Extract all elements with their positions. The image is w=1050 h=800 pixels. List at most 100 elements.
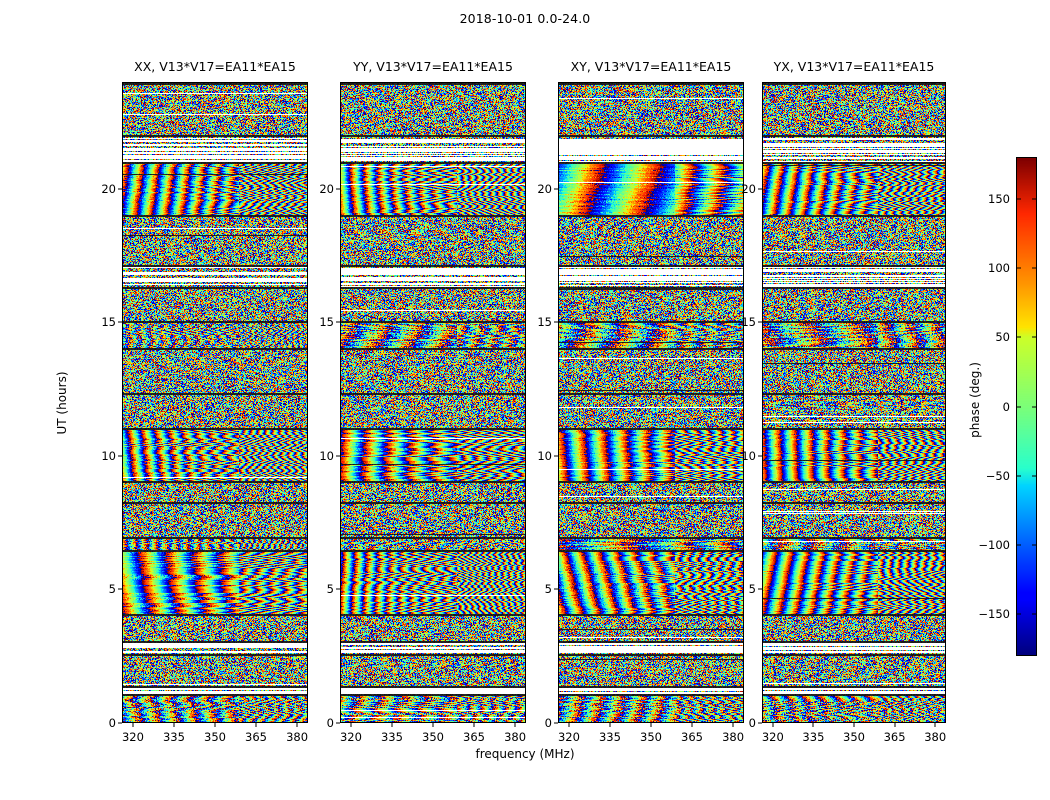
y-tick-mark [758, 722, 762, 724]
colorbar-tick-mark [1016, 336, 1021, 338]
x-tick-label: 350 [843, 730, 865, 744]
y-tick-mark [336, 722, 340, 724]
colorbar-tick-mark [1016, 406, 1021, 407]
y-tick-mark [554, 722, 558, 724]
x-tick-label: 350 [640, 730, 662, 744]
panel-yx[interactable]: YX, V13*V17=EA11*EA15 0 5 10 15 20 320 335 350 36… [741, 59, 946, 744]
y-tick-mark [758, 188, 762, 190]
colorbar-tick-label: −150 [978, 607, 1010, 622]
y-tick-mark [554, 455, 558, 457]
y-tick-label: 10 [741, 448, 756, 463]
x-tick-mark [568, 723, 570, 727]
x-tick-mark [432, 723, 434, 727]
x-tick-mark [650, 723, 652, 727]
colorbar: −150 −100 −50 0 50 100 150 [978, 157, 1037, 656]
panel-title: YX, V13*V17=EA11*EA15 [773, 59, 935, 74]
y-tick-mark [554, 588, 558, 590]
colorbar-tick-label: 100 [988, 260, 1010, 275]
y-tick-label: 15 [101, 315, 116, 330]
x-tick-label: 365 [245, 730, 267, 744]
panel-xx[interactable]: XX, V13*V17=EA11*EA15 0 5 10 15 20 320 335 350 36… [101, 59, 308, 744]
x-tick-label: 365 [883, 730, 906, 744]
x-tick-label: 335 [162, 730, 185, 744]
y-tick-label: 15 [741, 315, 756, 330]
y-tick-mark [118, 588, 122, 590]
x-tick-mark [853, 723, 855, 727]
x-tick-label: 365 [463, 730, 485, 744]
x-tick-mark [934, 723, 936, 727]
x-tick-mark [894, 723, 896, 727]
y-tick-label: 10 [537, 448, 552, 463]
x-axis-label: frequency (MHz) [475, 747, 575, 761]
x-tick-label: 320 [761, 730, 784, 744]
x-tick-label: 365 [681, 730, 703, 744]
y-tick-mark [758, 455, 762, 457]
x-tick-label: 380 [504, 730, 527, 744]
plot-area[interactable] [762, 82, 946, 723]
plot-area[interactable] [122, 82, 308, 723]
x-tick-mark [350, 723, 352, 727]
y-tick-mark [336, 455, 340, 457]
colorbar-tick-label: −50 [985, 468, 1010, 483]
x-tick-label: 320 [557, 730, 580, 744]
x-tick-mark [473, 723, 475, 727]
y-tick-label: 10 [319, 448, 334, 463]
panel-title: XY, V13*V17=EA11*EA15 [570, 59, 732, 74]
x-tick-mark [255, 723, 257, 727]
waterfall-image [341, 83, 525, 722]
x-tick-label: 350 [422, 730, 444, 744]
colorbar-tick-label: 50 [995, 330, 1010, 345]
x-tick-label: 380 [924, 730, 947, 744]
colorbar-tick-mark [1032, 267, 1037, 269]
y-tick-mark [336, 321, 340, 323]
panel-title: YY, V13*V17=EA11*EA15 [353, 59, 513, 74]
panel-xy[interactable]: XY, V13*V17=EA11*EA15 0 5 10 15 20 320 335 350 36… [537, 59, 744, 744]
x-tick-mark [812, 723, 814, 727]
y-tick-mark [118, 188, 122, 190]
x-tick-mark [691, 723, 693, 727]
panel-yy[interactable]: YY, V13*V17=EA11*EA15 0 5 10 15 20 320 335 350 36… [319, 59, 526, 744]
plot-area[interactable] [340, 82, 526, 723]
y-tick-label: 0 [748, 716, 756, 730]
y-tick-label: 20 [101, 181, 116, 196]
x-tick-mark [173, 723, 175, 727]
y-tick-mark [336, 588, 340, 590]
y-tick-label: 20 [537, 181, 552, 196]
x-tick-mark [609, 723, 611, 727]
colorbar-tick-mark [1032, 198, 1037, 200]
y-tick-label: 5 [108, 582, 116, 597]
x-tick-mark [391, 723, 393, 727]
y-tick-label: 0 [108, 716, 116, 730]
x-tick-mark [296, 723, 298, 727]
y-tick-label: 0 [544, 716, 552, 730]
figure-suptitle: 2018-10-01 0.0-24.0 [459, 11, 591, 26]
y-tick-label: 5 [544, 582, 552, 597]
x-tick-mark [732, 723, 734, 727]
y-tick-mark [554, 321, 558, 323]
colorbar-tick-mark [1016, 267, 1021, 269]
y-tick-mark [118, 455, 122, 457]
x-tick-label: 335 [802, 730, 825, 744]
colorbar-tick-mark [1016, 613, 1021, 615]
x-tick-label: 320 [339, 730, 362, 744]
x-tick-label: 335 [380, 730, 403, 744]
y-tick-mark [118, 722, 122, 724]
y-tick-mark [554, 188, 558, 190]
colorbar-tick-mark [1032, 406, 1037, 407]
waterfall-image [123, 83, 307, 722]
waterfall-image [559, 83, 743, 722]
waterfall-image [763, 83, 945, 722]
y-tick-label: 20 [319, 181, 334, 196]
x-tick-mark [772, 723, 774, 727]
plot-area[interactable] [558, 82, 744, 723]
colorbar-tick-label: −100 [978, 538, 1010, 553]
y-tick-label: 15 [537, 315, 552, 330]
panel-title: XX, V13*V17=EA11*EA15 [134, 59, 296, 74]
x-tick-mark [514, 723, 516, 727]
y-tick-label: 20 [741, 181, 756, 196]
y-tick-label: 5 [326, 582, 334, 597]
y-tick-label: 15 [319, 315, 334, 330]
colorbar-tick-mark [1016, 198, 1021, 200]
y-axis-label: UT (hours) [55, 370, 69, 435]
